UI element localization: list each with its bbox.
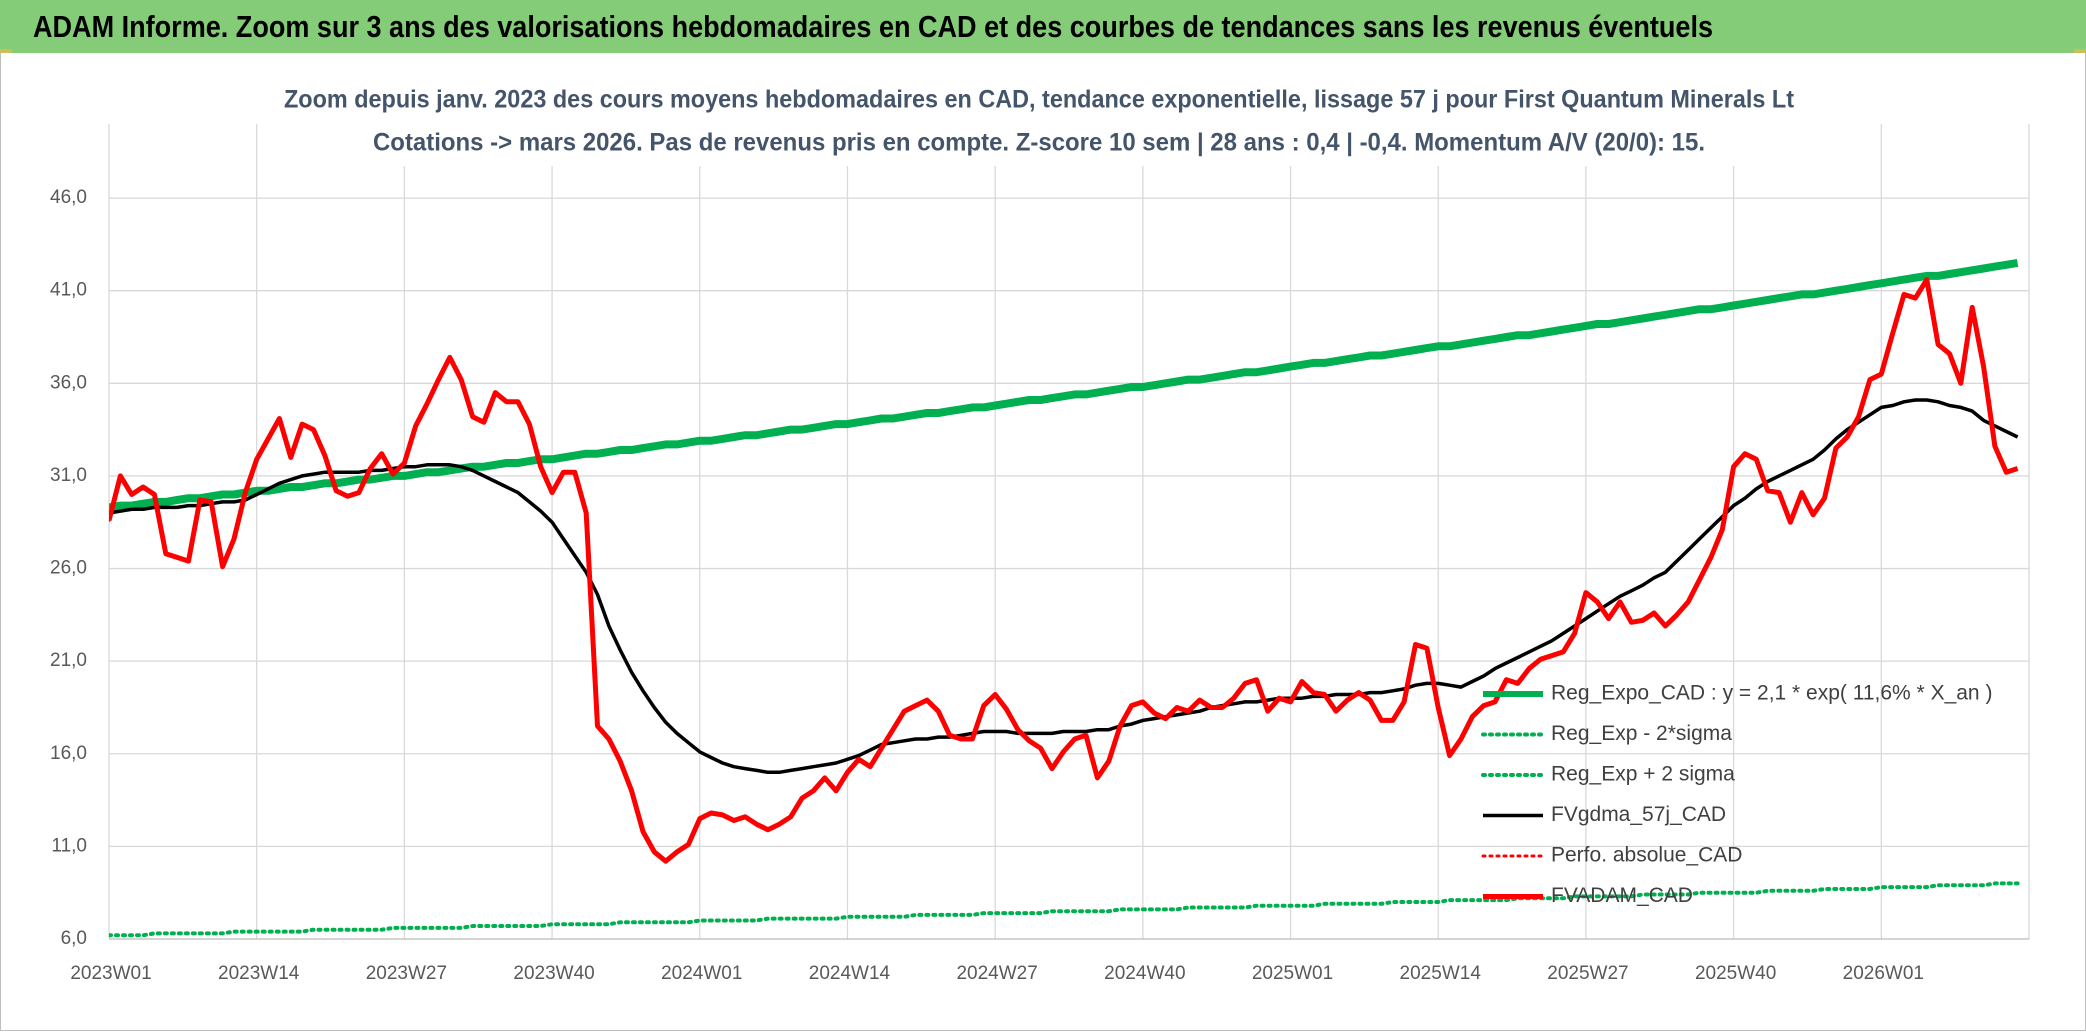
title-box [273,80,1796,166]
y-tick-label: 21,0 [50,650,87,671]
x-tick-label: 2026W01 [1843,963,1924,984]
y-tick-label: 6,0 [61,928,87,949]
legend-label: Reg_Exp - 2*sigma [1551,722,1732,745]
x-tick-label: 2023W01 [70,963,151,984]
axes: 6,0 11,0 16,0 21,0 26,0 31,0 36,0 41,0 46,0 2023W… [50,187,2029,984]
x-tick-label: 2024W40 [1104,963,1185,984]
y-tick-label: 41,0 [50,280,87,301]
series-line [109,398,2019,775]
legend-label: FVADAM_CAD [1551,884,1693,907]
x-tick-label: 2023W27 [366,963,447,984]
chart-subtitle: Cotations -> mars 2026. Pas de revenus p… [373,129,1705,157]
legend-label: Perfo. absolue_CAD [1551,844,1742,867]
x-tick-label: 2024W27 [956,963,1037,984]
y-tick-label: 11,0 [51,835,87,856]
x-tick-label: 2025W27 [1547,963,1628,984]
series-line [109,881,2020,938]
legend: Reg_Expo_CAD : y = 2,1 * exp( 11,6% * X_… [1481,682,1992,907]
x-tick-label: 2025W01 [1252,963,1333,984]
legend-label: Reg_Exp + 2 sigma [1551,763,1735,786]
corner [0,49,12,53]
legend-label: Reg_Expo_CAD : y = 2,1 * exp( 11,6% * X_… [1551,682,1992,705]
corner [2074,49,2086,53]
x-tick-label: 2023W40 [513,963,594,984]
header-band [0,0,2086,53]
y-tick-label: 46,0 [50,187,87,208]
x-tick-label: 2024W01 [661,963,742,984]
plot [109,258,2020,938]
x-tick-label: 2023W14 [218,963,300,984]
y-tick-label: 26,0 [50,558,87,579]
x-tick-label: 2025W40 [1695,963,1776,984]
y-tick-label: 31,0 [50,465,87,486]
chart-title: Zoom depuis janv. 2023 des cours moyens … [284,86,1795,114]
y-tick-label: 36,0 [50,372,87,393]
legend-label: FVgdma_57j_CAD [1551,803,1726,826]
y-tick-label: 16,0 [50,743,87,764]
page-title: ADAM Informe. Zoom sur 3 ans des valoris… [33,9,1713,44]
series-line [109,277,2019,864]
x-tick-label: 2024W14 [809,963,891,984]
x-tick-label: 2025W14 [1400,963,1482,984]
series-line [109,258,2019,512]
